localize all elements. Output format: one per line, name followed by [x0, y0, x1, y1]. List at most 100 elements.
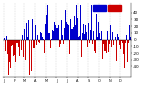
- Bar: [68, 25, 69, 40]
- Bar: [107, 31, 108, 40]
- Bar: [126, 35, 127, 40]
- Bar: [92, 40, 93, 44]
- Bar: [8, 40, 9, 75]
- Bar: [61, 20, 62, 40]
- Bar: [120, 40, 121, 49]
- Bar: [81, 40, 82, 57]
- Bar: [62, 35, 63, 40]
- FancyBboxPatch shape: [108, 5, 121, 11]
- Bar: [41, 33, 42, 40]
- Bar: [4, 38, 5, 40]
- Bar: [116, 40, 117, 61]
- Bar: [89, 40, 90, 43]
- Bar: [26, 23, 27, 40]
- Bar: [117, 34, 118, 40]
- Bar: [45, 24, 46, 40]
- Bar: [56, 28, 57, 40]
- Bar: [72, 29, 73, 40]
- Bar: [52, 30, 53, 40]
- Bar: [98, 22, 99, 40]
- Bar: [91, 5, 92, 40]
- Bar: [25, 40, 26, 60]
- Bar: [90, 30, 91, 40]
- Bar: [46, 15, 47, 40]
- Bar: [112, 32, 113, 40]
- Bar: [54, 22, 55, 40]
- Bar: [102, 40, 103, 59]
- Bar: [103, 40, 104, 44]
- Bar: [5, 40, 6, 51]
- Bar: [48, 33, 49, 40]
- Bar: [53, 31, 54, 40]
- Bar: [75, 25, 76, 40]
- Bar: [95, 40, 96, 53]
- Bar: [83, 24, 84, 40]
- Bar: [76, 5, 77, 40]
- Bar: [47, 5, 48, 40]
- Bar: [104, 40, 105, 51]
- Bar: [51, 39, 52, 40]
- Bar: [32, 19, 33, 40]
- Bar: [110, 25, 111, 40]
- Bar: [24, 29, 25, 40]
- Bar: [43, 39, 44, 40]
- Bar: [67, 24, 68, 40]
- Bar: [100, 39, 101, 40]
- Bar: [99, 33, 100, 40]
- Bar: [111, 40, 112, 47]
- Bar: [31, 40, 32, 71]
- Bar: [37, 35, 38, 40]
- Bar: [60, 40, 61, 44]
- Bar: [122, 40, 123, 43]
- Bar: [58, 25, 59, 40]
- Bar: [38, 40, 39, 42]
- FancyBboxPatch shape: [93, 5, 106, 11]
- Bar: [84, 34, 85, 40]
- Bar: [50, 40, 51, 48]
- Bar: [86, 32, 87, 40]
- Bar: [29, 40, 30, 75]
- Bar: [70, 19, 71, 40]
- Bar: [77, 18, 78, 40]
- Bar: [113, 40, 114, 45]
- Bar: [64, 27, 65, 40]
- Bar: [44, 40, 45, 53]
- Bar: [94, 40, 95, 51]
- Bar: [108, 40, 109, 52]
- Bar: [15, 40, 16, 62]
- Bar: [16, 40, 17, 43]
- Bar: [87, 40, 88, 47]
- Bar: [10, 40, 11, 68]
- Bar: [9, 40, 10, 62]
- Bar: [130, 37, 131, 40]
- Bar: [93, 31, 94, 40]
- Bar: [27, 37, 28, 40]
- Bar: [73, 27, 74, 40]
- Bar: [115, 37, 116, 40]
- Bar: [55, 25, 56, 40]
- Bar: [65, 10, 66, 40]
- Bar: [49, 33, 50, 40]
- Bar: [35, 25, 36, 40]
- Bar: [97, 37, 98, 40]
- Bar: [124, 40, 125, 68]
- Bar: [42, 37, 43, 40]
- Bar: [109, 40, 110, 44]
- Bar: [28, 20, 29, 40]
- Bar: [80, 5, 81, 40]
- Bar: [11, 40, 12, 46]
- Bar: [23, 40, 24, 57]
- Bar: [118, 37, 119, 40]
- Bar: [19, 40, 20, 56]
- Bar: [12, 40, 13, 45]
- Bar: [123, 40, 124, 54]
- Bar: [18, 40, 19, 47]
- Bar: [69, 40, 70, 54]
- Bar: [88, 23, 89, 40]
- Bar: [127, 40, 128, 62]
- Bar: [96, 14, 97, 40]
- Bar: [40, 32, 41, 40]
- Bar: [34, 40, 35, 48]
- Bar: [74, 16, 75, 40]
- Bar: [39, 40, 40, 43]
